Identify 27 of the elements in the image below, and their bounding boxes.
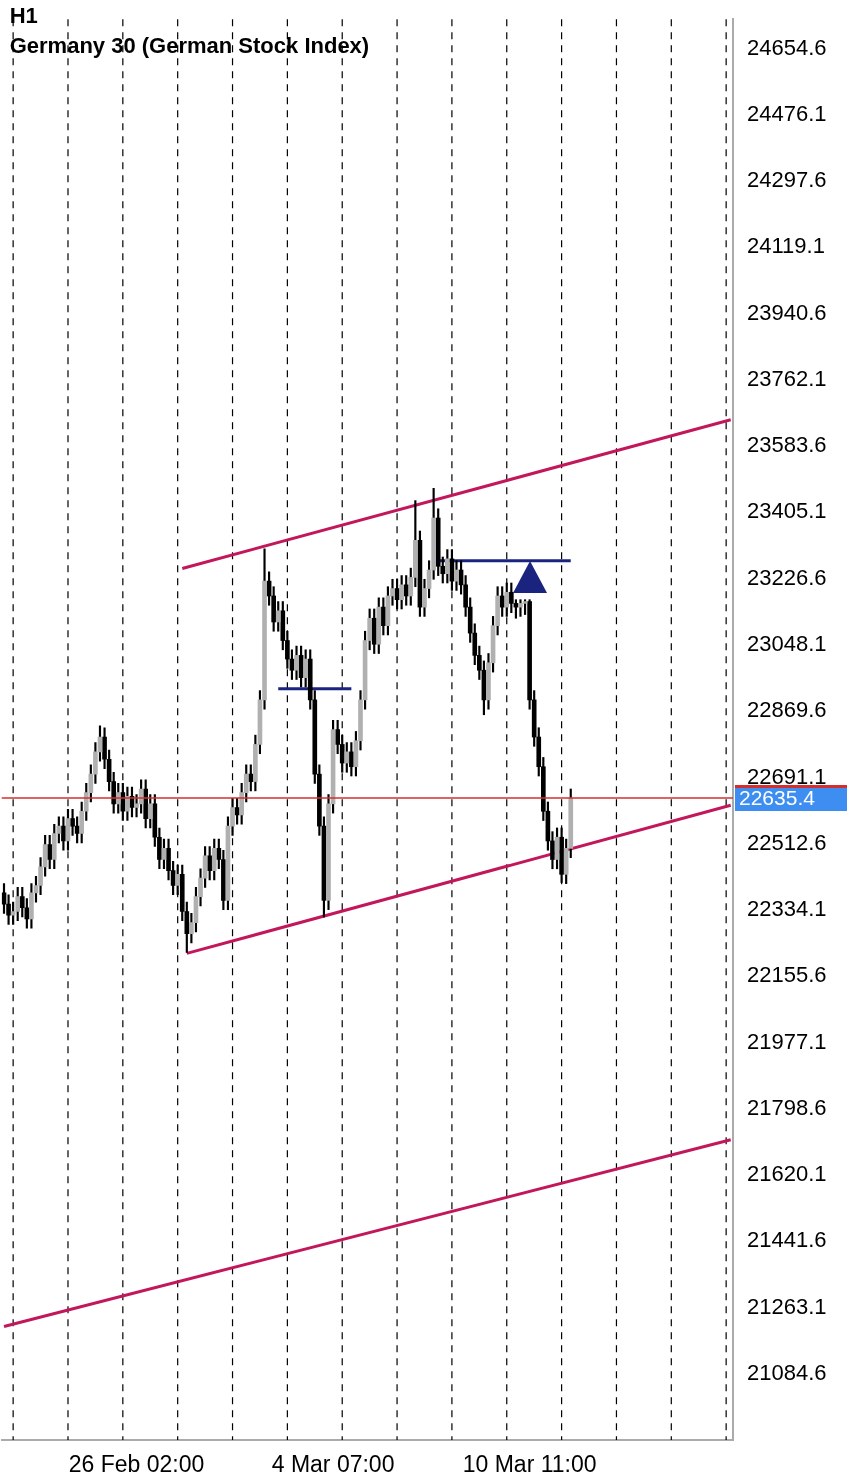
y-tick-label: 21977.1 — [747, 1028, 827, 1054]
y-tick-label: 21084.6 — [747, 1359, 827, 1385]
y-tick-label: 23405.1 — [747, 498, 827, 524]
y-tick-label: 23048.1 — [747, 631, 827, 656]
y-tick-label: 21441.6 — [747, 1227, 827, 1253]
y-tick-label: 24476.1 — [747, 100, 827, 126]
candlestick — [454, 560, 459, 591]
x-tick-label: 26 Feb 02:00 — [68, 1451, 205, 1476]
y-tick-label: 22155.6 — [747, 962, 827, 988]
y-tick-label: 23583.6 — [747, 432, 827, 458]
y-tick-label: 22334.1 — [747, 896, 827, 922]
y-tick-label: 24119.1 — [747, 233, 825, 259]
chart-subtitle: H1 — [9, 3, 38, 29]
text: Germany 30 (German Stock Index) — [9, 33, 370, 59]
y-tick-label: 23226.6 — [747, 564, 827, 590]
y-tick-label: 21620.1 — [747, 1161, 827, 1187]
y-tick-label: 22512.6 — [747, 829, 827, 855]
y-tick-label: 23762.1 — [747, 365, 827, 391]
candlestick — [518, 599, 523, 617]
y-tick-label: 23940.6 — [747, 299, 827, 325]
x-tick-label: 10 Mar 11:00 — [462, 1451, 597, 1476]
x-tick-label: 4 Mar 07:00 — [271, 1451, 395, 1476]
y-tick-label: 24297.6 — [747, 167, 827, 193]
y-tick-label: 24654.6 — [747, 34, 827, 60]
y-tick-label: 21263.1 — [747, 1293, 827, 1319]
y-tick-label: 21798.6 — [747, 1094, 827, 1120]
y-tick-label: 22869.6 — [747, 697, 827, 723]
